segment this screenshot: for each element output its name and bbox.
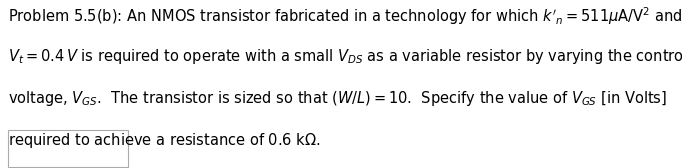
Text: required to achieve a resistance of 0.6 k$\Omega$.: required to achieve a resistance of 0.6 … <box>8 131 321 150</box>
Text: voltage, $V_{GS}$.  The transistor is sized so that $(W/L) = 10$.  Specify the v: voltage, $V_{GS}$. The transistor is siz… <box>8 89 667 108</box>
FancyBboxPatch shape <box>8 130 128 167</box>
Text: Problem 5.5(b): An NMOS transistor fabricated in a technology for which $k'_n = : Problem 5.5(b): An NMOS transistor fabri… <box>8 5 682 27</box>
Text: $V_t = 0.4\,V$ is required to operate with a small $V_{DS}$ as a variable resist: $V_t = 0.4\,V$ is required to operate wi… <box>8 47 682 66</box>
